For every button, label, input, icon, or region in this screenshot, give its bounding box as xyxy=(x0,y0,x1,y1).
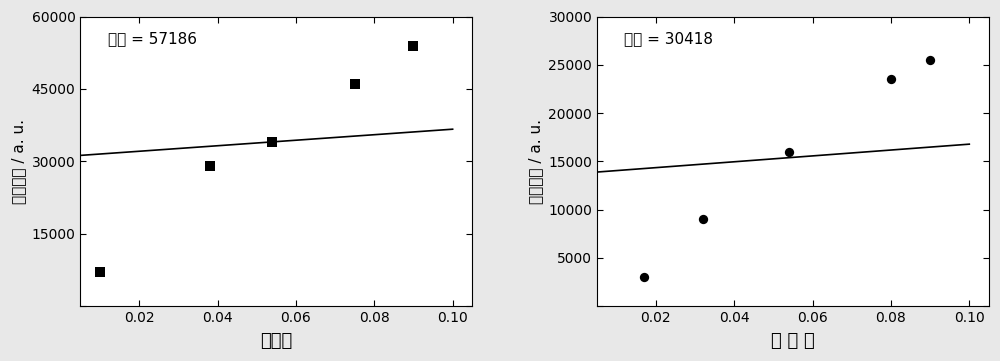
Point xyxy=(922,57,938,63)
Point xyxy=(202,163,218,169)
Y-axis label: 荧光强度 / a. u.: 荧光强度 / a. u. xyxy=(528,119,543,204)
Text: 斜率 = 57186: 斜率 = 57186 xyxy=(108,31,197,46)
X-axis label: 吸 光 度: 吸 光 度 xyxy=(771,332,815,350)
Point xyxy=(695,216,711,222)
Point xyxy=(92,269,108,275)
Text: 斜率 = 30418: 斜率 = 30418 xyxy=(624,31,713,46)
Point xyxy=(347,81,363,87)
Point xyxy=(883,77,899,82)
Point xyxy=(264,139,280,145)
Point xyxy=(405,43,421,48)
Y-axis label: 荧光强度 / a. u.: 荧光强度 / a. u. xyxy=(11,119,26,204)
X-axis label: 吸光度: 吸光度 xyxy=(260,332,292,350)
Point xyxy=(781,149,797,155)
Point xyxy=(636,274,652,280)
